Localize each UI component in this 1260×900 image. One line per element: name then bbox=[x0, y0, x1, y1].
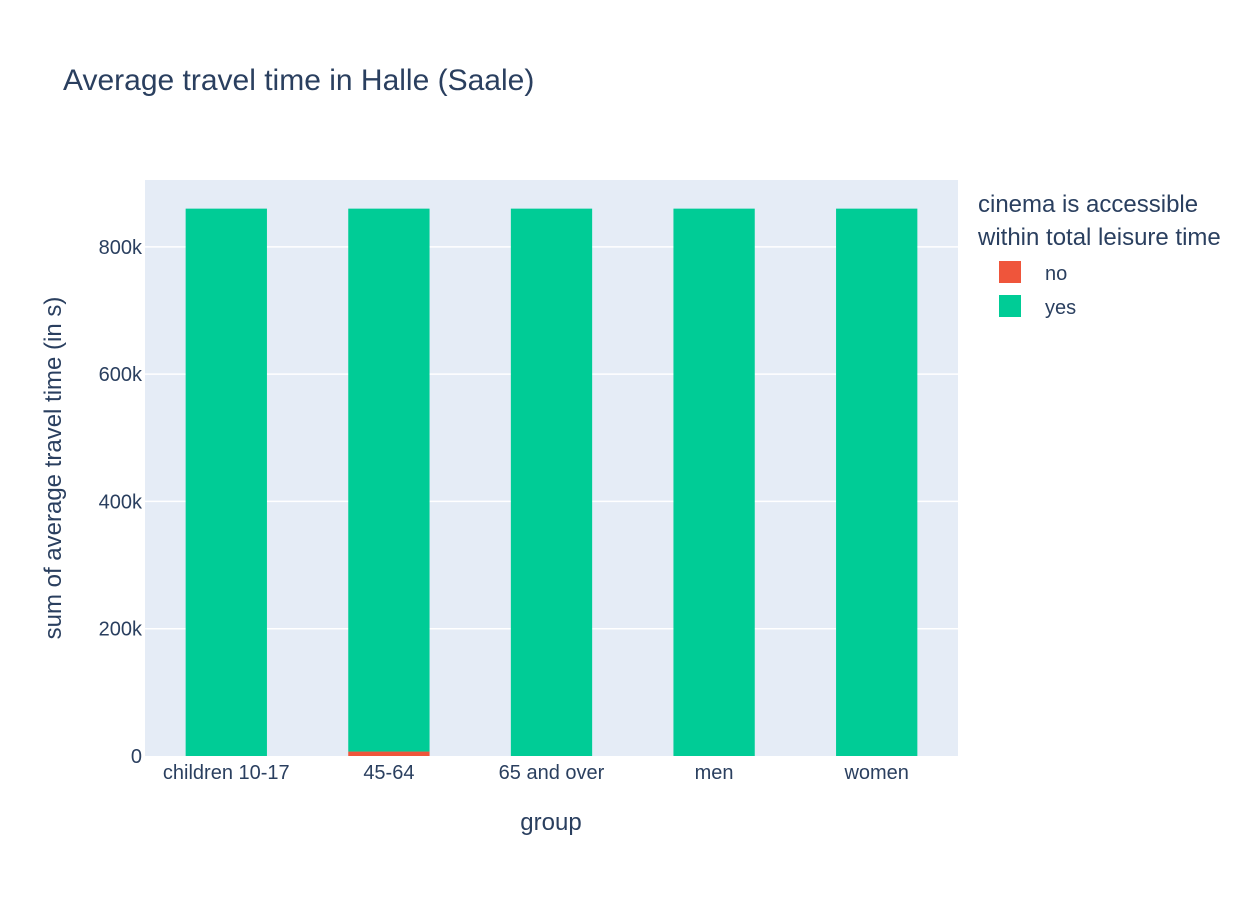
y-tick-label: 200k bbox=[99, 619, 143, 641]
bar-yes[interactable] bbox=[510, 208, 593, 757]
x-tick-label: 45-64 bbox=[363, 762, 414, 784]
legend-label-yes[interactable]: yes bbox=[1045, 297, 1076, 319]
legend-swatch-yes[interactable] bbox=[999, 295, 1021, 317]
bar-yes[interactable] bbox=[185, 208, 267, 757]
x-tick-label: 65 and over bbox=[499, 762, 605, 784]
x-tick-label: children 10-17 bbox=[163, 762, 290, 784]
y-tick-label: 0 bbox=[131, 746, 142, 768]
chart-title: Average travel time in Halle (Saale) bbox=[63, 64, 534, 97]
y-tick-label: 600k bbox=[99, 364, 143, 386]
bar-yes[interactable] bbox=[348, 208, 430, 752]
x-tick-label: women bbox=[843, 762, 908, 784]
legend-swatch-no[interactable] bbox=[999, 261, 1021, 283]
bar-yes[interactable] bbox=[836, 208, 918, 757]
y-axis-title: sum of average travel time (in s) bbox=[40, 297, 67, 640]
bars bbox=[185, 208, 918, 757]
legend-title-line-1: cinema is accessible bbox=[978, 191, 1198, 218]
y-tick-label: 400k bbox=[99, 491, 143, 513]
legend-label-no[interactable]: no bbox=[1045, 263, 1067, 285]
y-tick-label: 800k bbox=[99, 237, 143, 259]
bar-no[interactable] bbox=[348, 751, 430, 756]
bar-yes[interactable] bbox=[673, 208, 755, 757]
legend-title-line-2: within total leisure time bbox=[977, 224, 1221, 251]
x-tick-label: men bbox=[695, 762, 734, 784]
x-axis-title: group bbox=[520, 809, 581, 836]
legend[interactable]: cinema is accessible within total leisur… bbox=[977, 191, 1221, 319]
y-tick-labels: 0 200k 400k 600k 800k bbox=[99, 237, 143, 768]
x-tick-labels: children 10-17 45-64 65 and over men women bbox=[163, 762, 909, 784]
